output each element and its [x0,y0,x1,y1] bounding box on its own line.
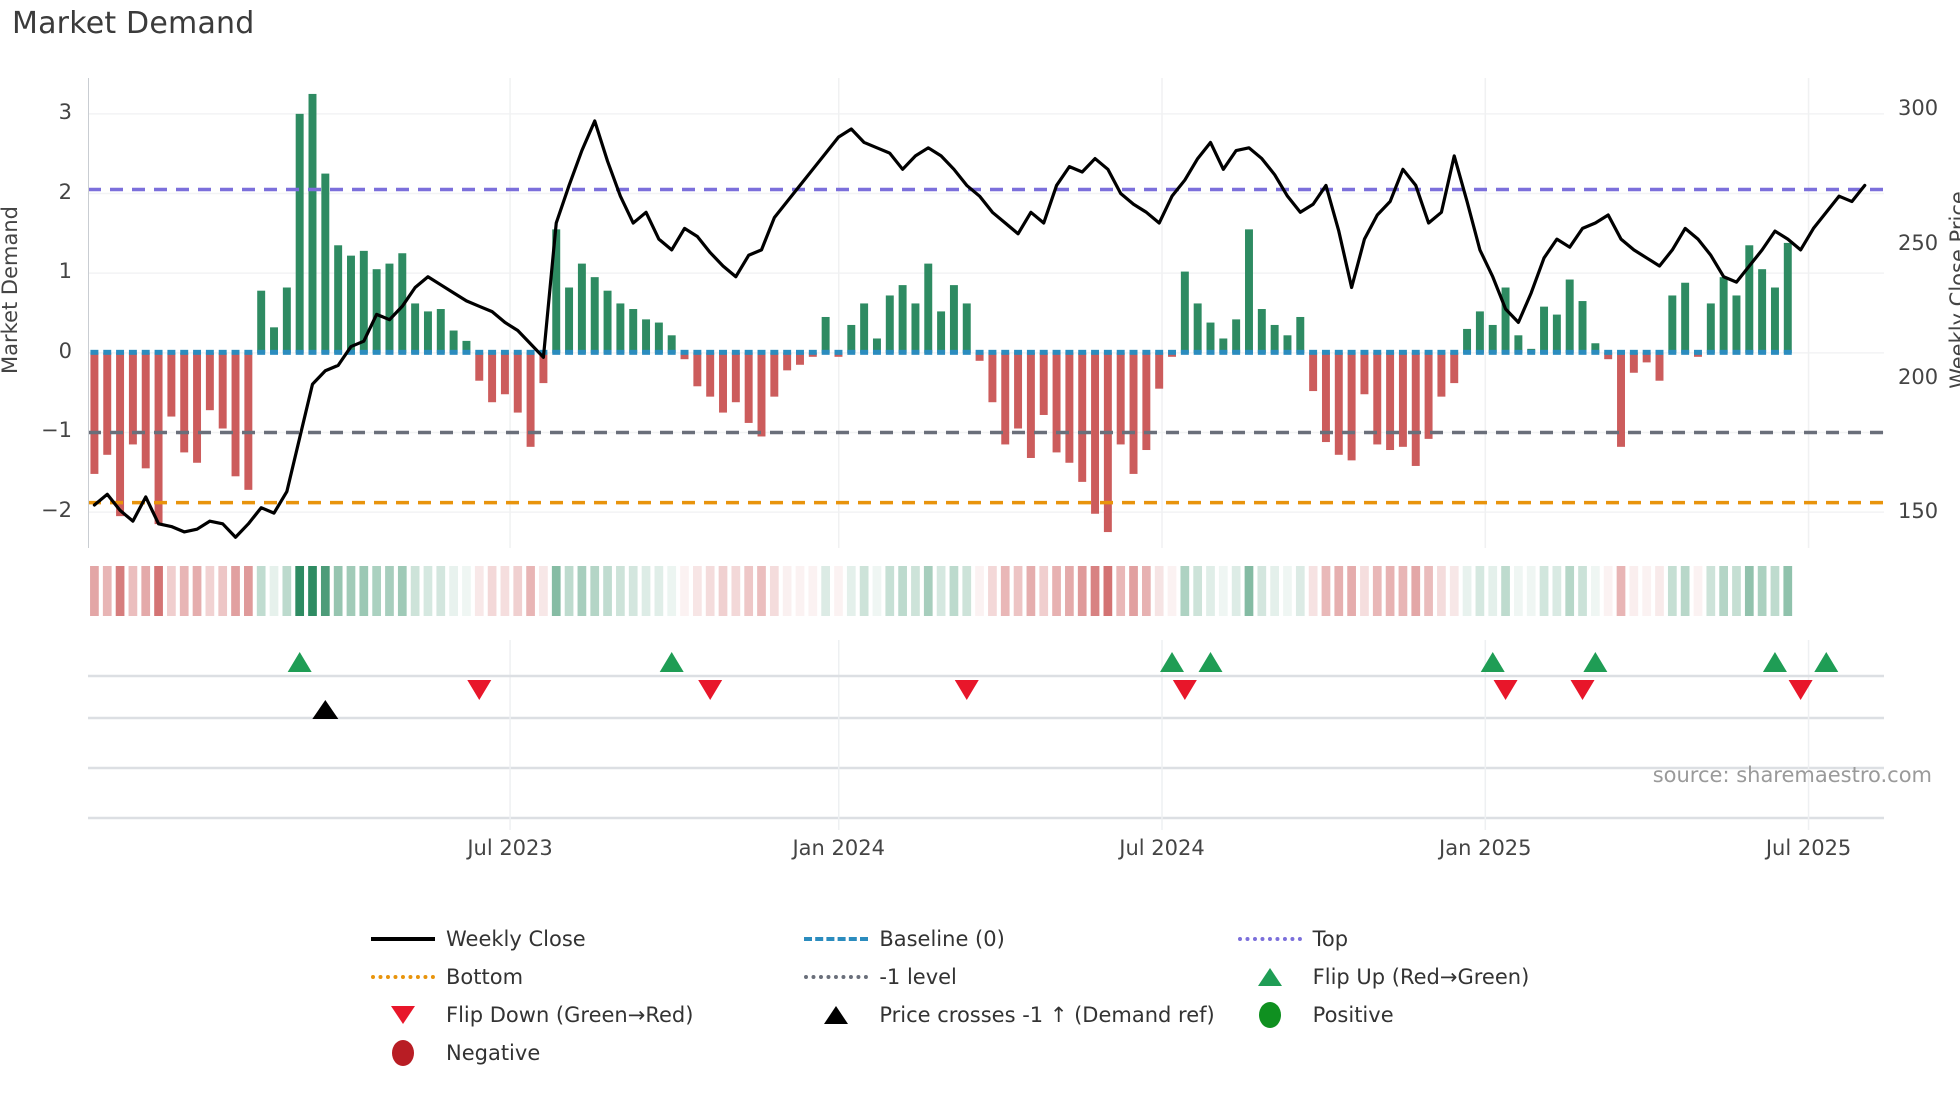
flip-down-marker [954,680,979,700]
y-tick-left: 0 [58,338,72,363]
lower-gridlines-panel [88,700,1884,830]
y-tick-left: −1 [41,418,72,443]
price-cross-marker [312,700,339,719]
flip-down-marker [1788,680,1813,700]
weekly-close-line-icon [360,937,446,941]
demand-heatmap-strip [88,566,1884,616]
legend-row: Bottom -1 level Flip Up (Red→Green) [360,958,1660,996]
bottom-dot-icon [360,975,446,979]
x-tick: Jul 2025 [1765,836,1852,860]
legend-label: Negative [446,1041,541,1065]
legend-label: Positive [1312,1003,1394,1027]
y-tick-left: 2 [58,179,72,204]
legend-label: Flip Up (Red→Green) [1312,965,1530,989]
flip-down-marker [1172,680,1197,700]
y-tick-right: 150 [1898,499,1939,524]
legend-item-minus-one[interactable]: -1 level [793,965,1226,989]
flip-up-marker [659,652,684,672]
legend-item-price-cross[interactable]: Price crosses -1 ↑ (Demand ref) [793,1003,1226,1027]
minus-one-dot-icon [793,975,879,979]
legend-label: -1 level [879,965,957,989]
flip-up-marker [1814,652,1839,672]
legend-item-bottom[interactable]: Bottom [360,965,793,989]
flip-up-marker [1762,652,1787,672]
flip-down-marker [698,680,723,700]
legend-label: Top [1312,927,1349,951]
y-tick-right: 300 [1898,96,1939,121]
y-tick-right: 250 [1898,230,1939,255]
flip-up-marker [287,652,312,672]
triangle-down-icon [360,1006,446,1024]
legend-row: Negative [360,1034,1660,1072]
x-tick: Jan 2024 [792,836,885,860]
legend-item-negative[interactable]: Negative [360,1040,793,1066]
baseline-dash-icon [793,937,879,941]
flip-up-marker [1198,652,1223,672]
x-tick: Jul 2023 [467,836,553,860]
flip-up-marker [1583,652,1608,672]
legend-item-flip-up[interactable]: Flip Up (Red→Green) [1227,965,1660,989]
y-axis-right-label: Weekly Close Price [1946,191,1960,389]
y-tick-left: 1 [58,259,72,284]
y-axis-left-label: Market Demand [0,206,22,374]
legend-label: Weekly Close [446,927,586,951]
x-tick: Jan 2025 [1439,836,1532,860]
main-plot-area [88,78,1884,548]
page-title: Market Demand [12,6,255,41]
legend-item-top[interactable]: Top [1227,927,1660,951]
flip-up-marker [1160,652,1185,672]
legend-item-baseline[interactable]: Baseline (0) [793,927,1226,951]
y-tick-left: 3 [58,99,72,124]
legend-item-flip-down[interactable]: Flip Down (Green→Red) [360,1003,793,1027]
legend-row: Flip Down (Green→Red) Price crosses -1 ↑… [360,996,1660,1034]
legend-label: Baseline (0) [879,927,1005,951]
y-tick-right: 200 [1898,364,1939,389]
x-tick: Jul 2024 [1119,836,1205,860]
dot-green-icon [1227,1002,1313,1028]
flip-up-marker [1480,652,1505,672]
legend-label: Price crosses -1 ↑ (Demand ref) [879,1003,1215,1027]
legend-item-weekly-close[interactable]: Weekly Close [360,927,793,951]
flip-down-marker [467,680,492,700]
y-tick-left: −2 [41,498,72,523]
source-note: source: sharemaestro.com [1652,763,1932,787]
legend-label: Bottom [446,965,524,989]
price-cross-marker-row [88,700,1884,760]
dot-red-icon [360,1040,446,1066]
triangle-up-black-icon [793,1006,879,1024]
flip-marker-row [88,640,1884,700]
chart-legend: Weekly Close Baseline (0) Top Bottom -1 … [360,920,1660,1072]
legend-row: Weekly Close Baseline (0) Top [360,920,1660,958]
top-dot-icon [1227,937,1313,941]
legend-label: Flip Down (Green→Red) [446,1003,694,1027]
triangle-up-icon [1227,968,1313,986]
flip-down-marker [1570,680,1595,700]
flip-down-marker [1493,680,1518,700]
legend-item-positive[interactable]: Positive [1227,1002,1660,1028]
